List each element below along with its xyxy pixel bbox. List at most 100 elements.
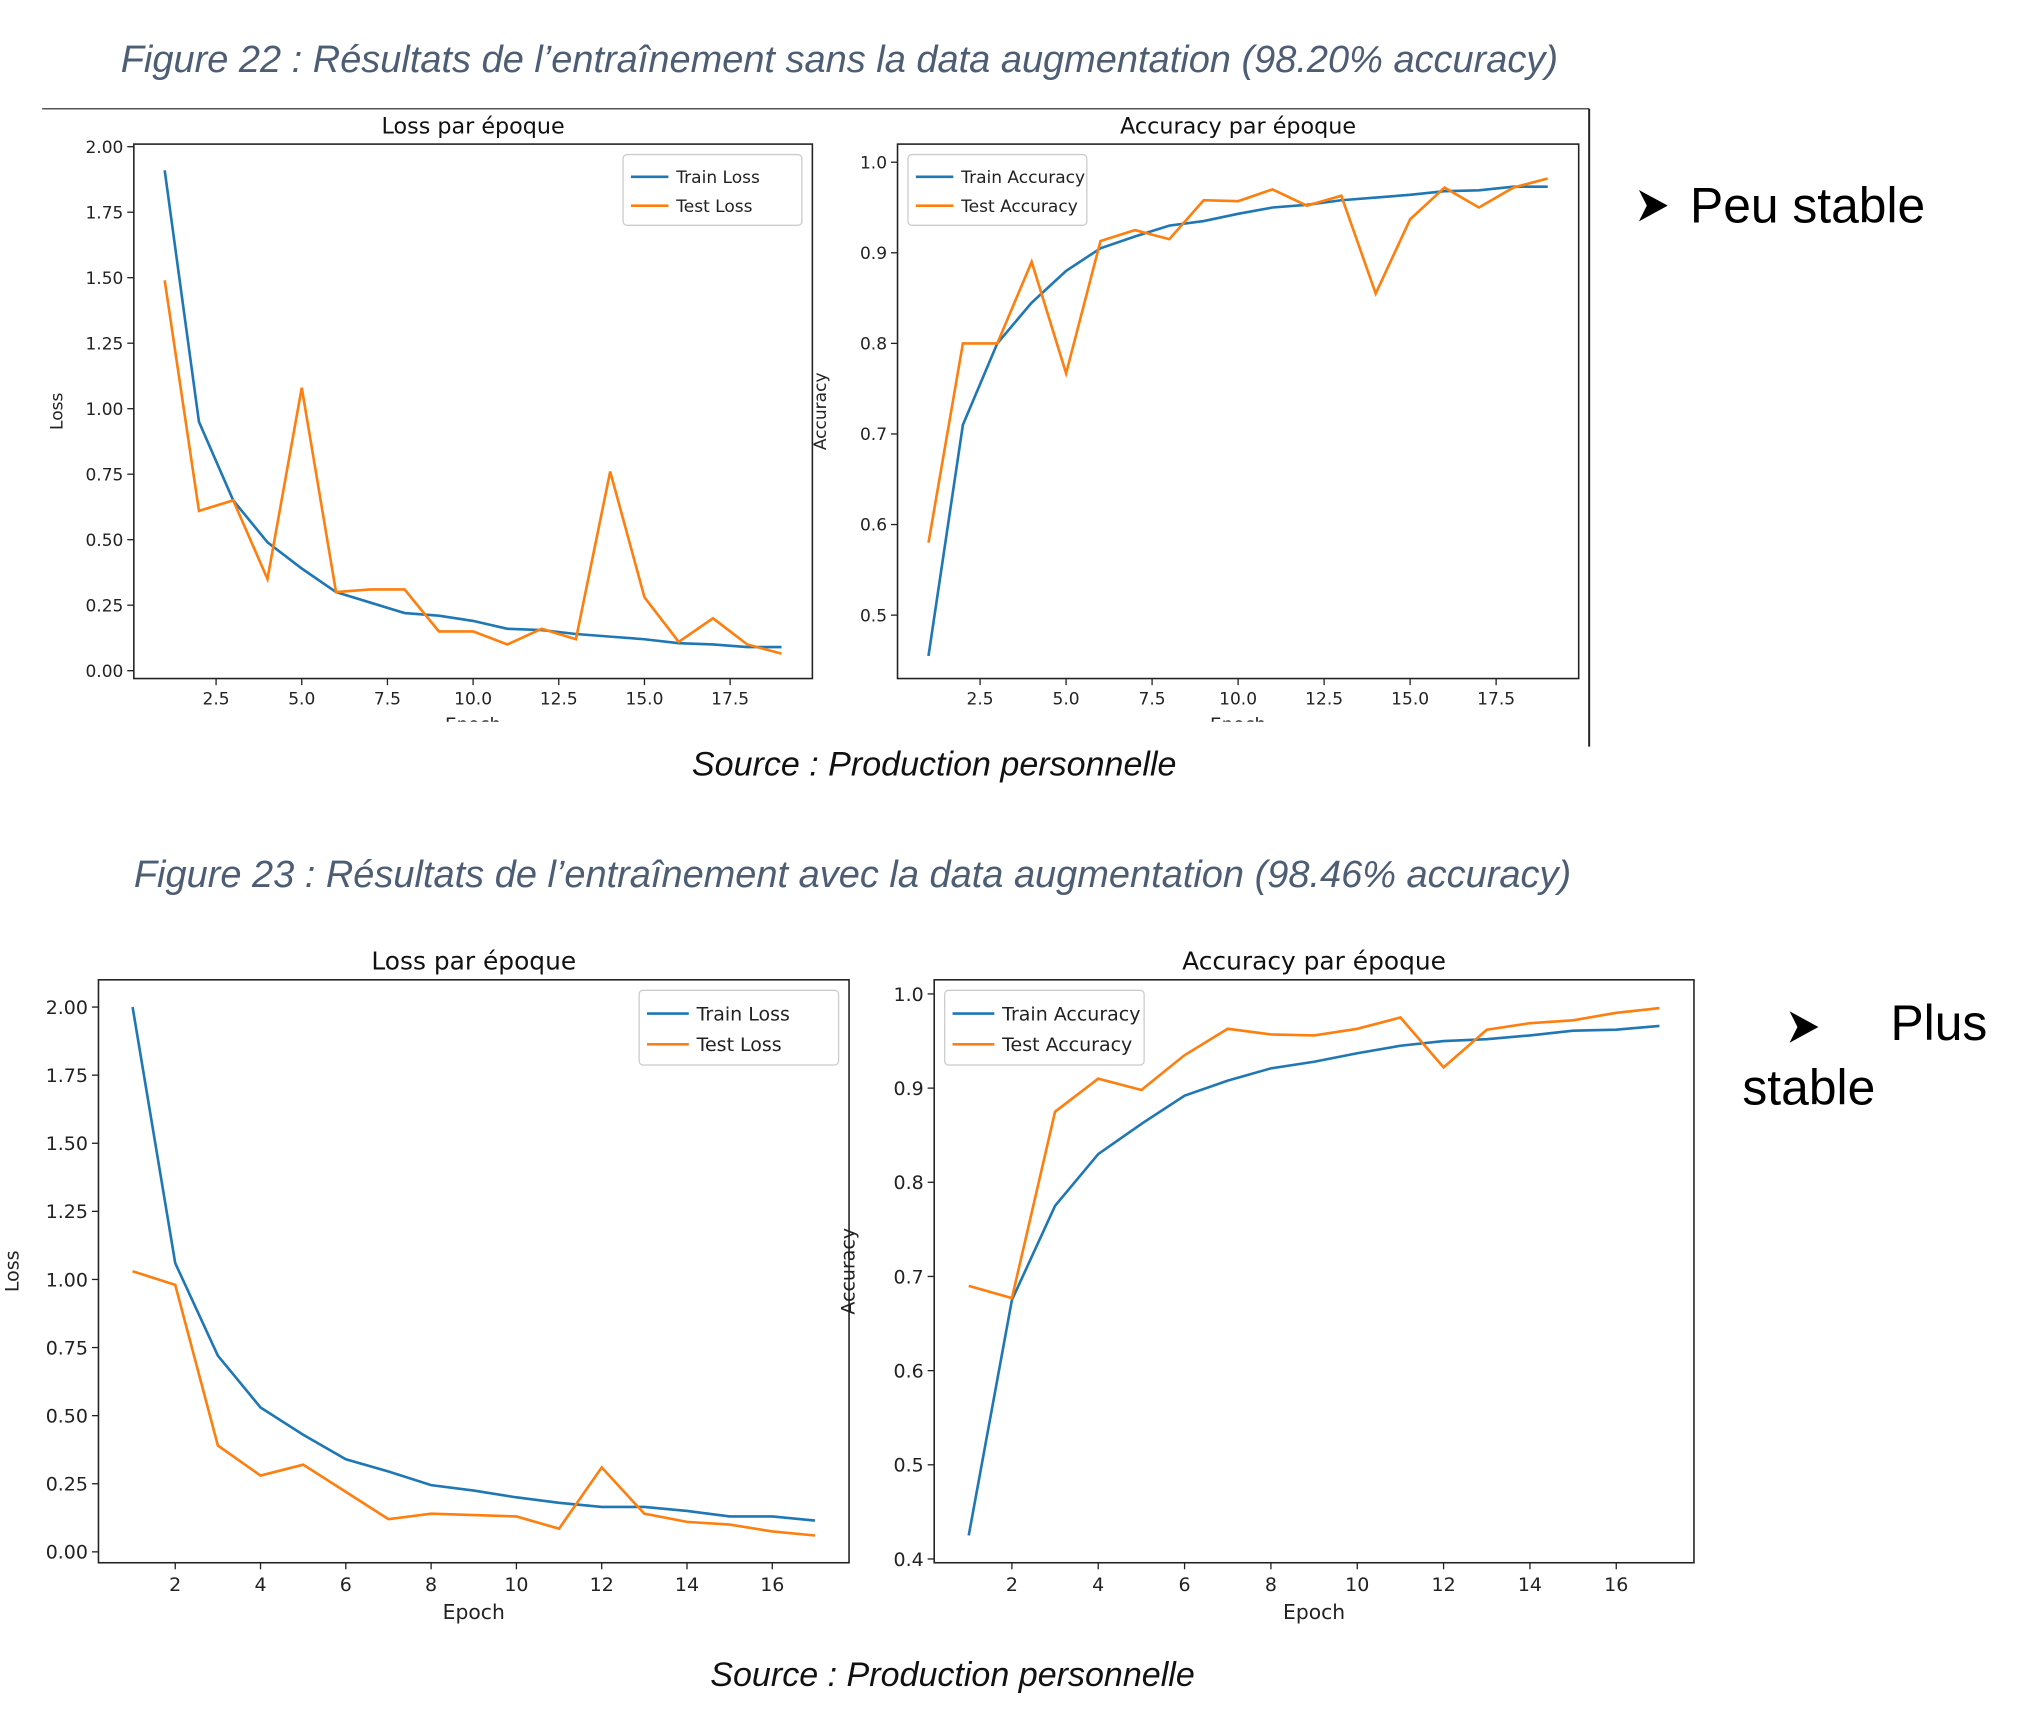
- y-tick-label: 0.25: [46, 1474, 88, 1496]
- x-tick-label: 10.0: [1219, 690, 1257, 710]
- y-tick-label: 0.6: [860, 516, 887, 536]
- y-tick-label: 1.50: [85, 269, 123, 289]
- y-tick-label: 0.7: [894, 1266, 924, 1288]
- x-tick-label: 5.0: [1053, 690, 1080, 710]
- y-tick-label: 0.8: [894, 1172, 924, 1194]
- x-tick-label: 2: [1006, 1574, 1018, 1596]
- note-box: Plus stable: [1742, 993, 2004, 1121]
- x-tick-label: 16: [760, 1574, 784, 1596]
- y-tick-label: 1.00: [85, 400, 123, 420]
- bullet-arrow: [1789, 1011, 1819, 1043]
- x-tick-label: 14: [675, 1574, 699, 1596]
- x-tick-label: 10: [504, 1574, 528, 1596]
- figure-caption: Figure 23 : Résultats de l’entraînement …: [134, 854, 1571, 896]
- x-tick-label: 10: [1345, 1574, 1369, 1596]
- legend-label: Test Loss: [696, 1034, 782, 1056]
- figure-source: Source : Production personnelle: [710, 1656, 1195, 1694]
- y-tick-label: 0.6: [894, 1360, 924, 1382]
- figure-source: Source : Production personnelle: [692, 745, 1177, 783]
- y-axis-label: Loss: [2, 1250, 24, 1292]
- x-tick-label: 5.0: [288, 690, 315, 710]
- x-tick-label: 8: [425, 1574, 437, 1596]
- x-tick-label: 12.5: [540, 690, 578, 710]
- y-tick-label: 1.50: [46, 1133, 88, 1155]
- x-tick-label: 12.5: [1305, 690, 1343, 710]
- series-line: [968, 1006, 1660, 1300]
- x-axis-label: Epoch: [443, 1600, 505, 1624]
- y-tick-label: 0.8: [860, 335, 887, 355]
- x-tick-label: 17.5: [1477, 690, 1515, 710]
- x-tick-label: 2.5: [203, 690, 230, 710]
- note: Plus stable: [1742, 996, 1988, 1117]
- y-tick-label: 1.25: [85, 334, 123, 354]
- y-tick-label: 1.75: [85, 203, 123, 223]
- x-tick-label: 10.0: [454, 690, 492, 710]
- x-tick-label: 17.5: [711, 690, 749, 710]
- plot-frame: [933, 979, 1695, 1564]
- x-tick-label: 4: [254, 1574, 266, 1596]
- chart-title: Loss par époque: [382, 114, 565, 140]
- legend-label: Train Loss: [696, 1003, 790, 1025]
- y-tick-label: 0.50: [46, 1405, 88, 1427]
- y-tick-label: 2.00: [46, 997, 88, 1019]
- y-axis-label: Accuracy: [837, 1228, 859, 1315]
- y-tick-label: 0.5: [894, 1455, 924, 1477]
- x-tick-label: 15.0: [1391, 690, 1429, 710]
- y-tick-label: 0.75: [46, 1337, 88, 1359]
- y-tick-label: 0.00: [85, 662, 123, 682]
- series-line: [163, 170, 782, 649]
- legend-label: Train Loss: [675, 168, 760, 188]
- note: Peu stable: [1690, 178, 1925, 234]
- y-tick-label: 0.9: [860, 244, 887, 264]
- y-tick-label: 1.00: [46, 1269, 88, 1291]
- note: Plus stable: [1742, 993, 2004, 1121]
- legend-label: Test Accuracy: [960, 197, 1078, 217]
- figure-caption: Figure 22 : Résultats de l’entraînement …: [121, 39, 1558, 81]
- x-tick-label: 2.5: [967, 690, 994, 710]
- legend-box: [622, 153, 803, 226]
- x-tick-label: 16: [1604, 1574, 1628, 1596]
- x-tick-label: 2: [169, 1574, 181, 1596]
- x-axis-label: Epoch: [445, 715, 501, 736]
- y-axis-label: Accuracy: [811, 372, 831, 450]
- x-axis-label: Epoch: [1210, 715, 1266, 736]
- legend-label: Train Accuracy: [960, 168, 1085, 188]
- plot-frame: [133, 143, 814, 680]
- series-line: [131, 1006, 816, 1522]
- chart-title: Loss par époque: [371, 946, 576, 975]
- chart-title: Accuracy par époque: [1182, 946, 1446, 975]
- x-tick-label: 6: [340, 1574, 352, 1596]
- chart-title: Accuracy par époque: [1120, 114, 1356, 140]
- x-tick-label: 4: [1092, 1574, 1104, 1596]
- series-line: [163, 280, 782, 655]
- legend-label: Train Accuracy: [1001, 1003, 1140, 1025]
- chart: Loss par époque 2.5 5.0 7.5 10.0 12.5 15.0 17.5…: [47, 114, 814, 736]
- x-tick-label: 8: [1265, 1574, 1277, 1596]
- y-tick-label: 0.7: [860, 425, 887, 445]
- chart: Accuracy par époque 2 4 6 8 10 12 14 16 0.4 0.5 0.6…: [837, 946, 1695, 1624]
- series-line: [927, 177, 1549, 543]
- x-axis-label: Epoch: [1283, 1600, 1345, 1624]
- y-tick-label: 2.00: [85, 138, 123, 158]
- plot-frame: [896, 143, 1580, 680]
- y-tick-label: 1.0: [860, 153, 887, 173]
- x-tick-label: 15.0: [626, 690, 664, 710]
- y-tick-label: 0.4: [894, 1549, 924, 1571]
- charts: Loss par époque 2.5 5.0 7.5 10.0 12.5 15.0 17.5…: [2, 114, 1695, 1624]
- x-tick-label: 6: [1179, 1574, 1191, 1596]
- y-tick-label: 1.25: [46, 1201, 88, 1223]
- y-tick-label: 1.75: [46, 1065, 88, 1087]
- series-line: [967, 1024, 1660, 1536]
- y-axis-label: Loss: [47, 393, 67, 430]
- y-tick-label: 0.9: [894, 1078, 924, 1100]
- legend-label: Test Loss: [675, 197, 752, 217]
- y-tick-label: 1.0: [894, 984, 924, 1006]
- y-tick-label: 0.5: [860, 606, 887, 626]
- x-tick-label: 12: [1431, 1574, 1455, 1596]
- chart: Accuracy par époque 2.5 5.0 7.5 10.0 12.5 15.0…: [811, 114, 1580, 736]
- bullet-arrow: [1638, 189, 1668, 222]
- x-tick-label: 14: [1518, 1574, 1542, 1596]
- x-tick-label: 7.5: [374, 690, 401, 710]
